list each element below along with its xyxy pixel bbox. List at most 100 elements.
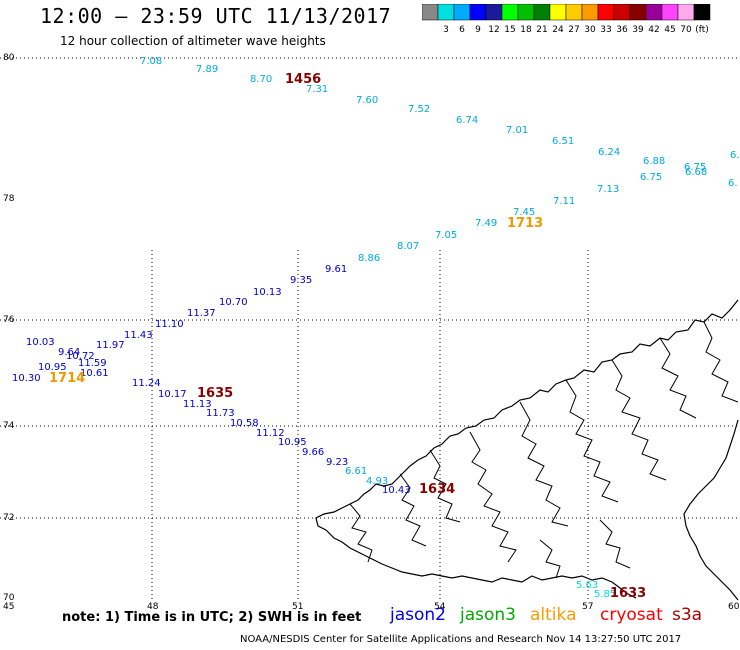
map-title: 12:00 — 23:59 UTC 11/13/2017 xyxy=(40,4,392,28)
swh-value-label: 7.01 xyxy=(506,125,528,136)
swh-value-label: 11.59 xyxy=(78,358,107,369)
swh-value-label: 7.49 xyxy=(475,218,497,229)
swh-value-label: 11.97 xyxy=(96,340,125,351)
latitude-tick: 70 xyxy=(3,593,15,603)
swh-value-label: 9.61 xyxy=(325,264,347,275)
legend-label: (ft) xyxy=(695,25,709,34)
legend-label: 9 xyxy=(475,25,481,34)
pass-time-labels: 1456 1713 1714 1635 1634 1633 xyxy=(49,72,646,601)
latitude-tick: 72 xyxy=(3,513,14,523)
credit-line: NOAA/NESDIS Center for Satellite Applica… xyxy=(240,634,682,645)
legend-label: 6 xyxy=(459,25,465,34)
latitude-tick: 80 xyxy=(3,53,15,63)
legend-swatch xyxy=(613,4,631,21)
legend-label: 21 xyxy=(536,25,547,34)
legend-swatch xyxy=(453,4,471,21)
latitude-tick-labels: 80 78 76 74 72 70 xyxy=(3,53,15,603)
swh-value-label: 9.35 xyxy=(290,275,312,286)
swh-value-label: 9.64 xyxy=(58,347,80,358)
swh-value-label: 5.85 xyxy=(594,589,616,600)
legend-swatch xyxy=(517,4,535,21)
legend-label: 24 xyxy=(552,25,564,34)
legend-swatch xyxy=(581,4,599,21)
swh-value-label: 9.23 xyxy=(326,457,348,468)
swh-value-label: 10.30 xyxy=(12,373,41,384)
swh-value-label: 6.88 xyxy=(643,156,665,167)
latitude-tick: 76 xyxy=(3,315,15,325)
swh-value-label: 6.75 xyxy=(684,162,706,173)
longitude-tick: 60 xyxy=(728,602,740,612)
swh-value-label: 10.17 xyxy=(158,389,187,400)
graticule xyxy=(0,250,740,600)
map-subtitle: 12 hour collection of altimeter wave hei… xyxy=(60,34,326,48)
legend-label: 15 xyxy=(504,25,515,34)
swh-value-label: 6.75 xyxy=(640,172,662,183)
pass-time-label: 1635 xyxy=(197,386,233,401)
swh-value-label: 11.13 xyxy=(183,399,212,410)
swh-value-label: 7.45 xyxy=(513,207,535,218)
swh-value-label: 5.63 xyxy=(576,580,598,591)
legend-label: 39 xyxy=(632,25,644,34)
legend-label: 45 xyxy=(664,25,675,34)
legend-label: 42 xyxy=(648,25,659,34)
pass-time-label: 1714 xyxy=(49,371,85,386)
swh-value-label: 10.95 xyxy=(38,362,67,373)
legend-swatch xyxy=(565,4,583,21)
latitude-tick: 74 xyxy=(3,421,15,431)
swh-value-label: 7.13 xyxy=(597,184,619,195)
legend-swatch xyxy=(549,4,567,21)
swh-value-label: 6.74 xyxy=(456,115,478,126)
legend-label: 3 xyxy=(443,25,449,34)
swh-value-label: 6.68 xyxy=(685,167,707,178)
swh-value-label: 8.70 xyxy=(250,74,272,85)
footer-note: note: 1) Time is in UTC; 2) SWH is in fe… xyxy=(62,610,362,625)
swh-value-label: 7.60 xyxy=(356,95,378,106)
swh-value-label: 10.70 xyxy=(219,297,248,308)
swh-value-label: 11.10 xyxy=(155,319,184,330)
legend-swatch xyxy=(469,4,487,21)
pass-time-label: 1713 xyxy=(507,216,543,231)
latitude-tick: 78 xyxy=(3,194,15,204)
swh-value-label: 10.72 xyxy=(66,351,95,362)
swh-value-label: 11.12 xyxy=(256,428,285,439)
satellite-altika: altika xyxy=(530,605,577,625)
swh-value-label: 6.24 xyxy=(598,147,620,158)
legend-swatch xyxy=(422,4,439,21)
legend-label: 18 xyxy=(520,25,532,34)
swh-value-label: 6.61 xyxy=(345,466,367,477)
legend-swatch xyxy=(597,4,615,21)
swh-value-label: 7.52 xyxy=(408,104,430,115)
swh-value-label: 10.13 xyxy=(253,287,282,298)
swh-value-label: 11.37 xyxy=(187,308,216,319)
legend-swatch xyxy=(437,4,455,21)
legend-label: 12 xyxy=(488,25,499,34)
swh-value-label: 11.43 xyxy=(124,330,153,341)
swh-value-label: 6. xyxy=(730,150,740,161)
legend-swatch xyxy=(677,4,695,21)
longitude-tick: 45 xyxy=(3,602,14,612)
legend-swatch xyxy=(501,4,519,21)
legend-label: 27 xyxy=(568,25,579,34)
swh-value-label: 7.11 xyxy=(553,196,575,207)
measurement-labels: 7.08 7.89 8.70 7.31 7.60 7.52 6.74 7.01 6.51 6.24… xyxy=(12,56,740,600)
legend-swatch xyxy=(485,4,503,21)
swh-value-label: 7.05 xyxy=(435,230,457,241)
swh-value-label: 6.51 xyxy=(552,136,574,147)
swh-value-label: 4.93 xyxy=(366,476,388,487)
swh-value-label: 7.31 xyxy=(306,84,328,95)
legend-label: 33 xyxy=(600,25,611,34)
satellite-s3a: s3a xyxy=(672,605,703,625)
swh-value-label: 10.43 xyxy=(382,485,411,496)
satellite-jason3: jason3 xyxy=(460,605,516,625)
swh-value-label: 10.58 xyxy=(230,418,259,429)
legend-label: 36 xyxy=(616,25,628,34)
legend-swatch xyxy=(533,4,551,21)
swh-value-label: 10.61 xyxy=(80,368,109,379)
legend-swatch xyxy=(661,4,679,21)
legend-label: 30 xyxy=(584,25,596,34)
swh-value-label: 10.03 xyxy=(26,337,55,348)
swh-value-label: 8.86 xyxy=(358,253,380,264)
swh-value-label: 11.24 xyxy=(132,378,161,389)
pass-time-label: 1456 xyxy=(285,72,321,87)
